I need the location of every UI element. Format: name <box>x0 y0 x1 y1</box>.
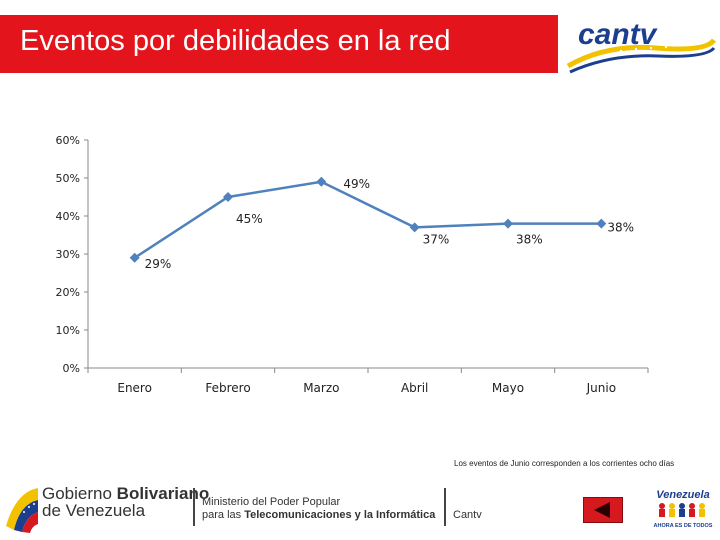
data-point <box>316 176 327 187</box>
y-tick-label: 10% <box>56 324 80 337</box>
y-tick-label: 40% <box>56 210 80 223</box>
ministry-text: Ministerio del Poder Popular para las Te… <box>202 496 435 522</box>
x-tick-label: Mayo <box>492 381 524 395</box>
government-logo-text: Gobierno Bolivariano de Venezuela <box>42 485 209 519</box>
data-label: 29% <box>145 257 172 271</box>
data-label: 45% <box>236 212 263 226</box>
ministry-line2-b: Telecomunicaciones y la Informática <box>244 509 436 521</box>
gov-line1-b: Bolivariano <box>116 484 210 503</box>
title-bar: Eventos por debilidades en la red <box>0 15 558 73</box>
data-point <box>596 218 607 229</box>
data-label: 38% <box>516 233 543 247</box>
line-chart: 0% 10% 20% 30% 40% 50% 60% Enero Febrero Marzo Abr… <box>0 120 720 410</box>
y-tick-label: 0% <box>63 362 80 375</box>
footer-separator <box>444 488 446 526</box>
gov-line1-a: Gobierno <box>42 484 117 503</box>
footer: Gobierno Bolivariano de Venezuela Minist… <box>0 478 720 540</box>
y-tick-label: 20% <box>56 286 80 299</box>
chart-svg: 0% 10% 20% 30% 40% 50% 60% Enero Febrero Marzo Abr… <box>56 134 649 395</box>
data-point <box>503 218 513 229</box>
data-point <box>409 222 420 233</box>
y-tick-label: 60% <box>56 134 80 147</box>
data-point <box>223 192 233 202</box>
ministry-line1: Ministerio del Poder Popular <box>202 496 341 508</box>
x-tick-label: Abril <box>401 381 428 395</box>
footnote: Los eventos de Junio corresponden a los … <box>454 459 675 468</box>
page-title: Eventos por debilidades en la red <box>20 25 451 57</box>
y-tick-label: 50% <box>56 172 80 185</box>
data-label: 37% <box>423 232 450 246</box>
x-tick-label: Febrero <box>205 381 250 395</box>
venezuela-tagline: AHORA ES DE TODOS <box>654 523 713 529</box>
ministry-line2-a: para las <box>202 509 245 521</box>
venezuela-flag-icon <box>6 488 38 533</box>
x-tick-label: Marzo <box>303 381 339 395</box>
footer-separator <box>193 488 195 526</box>
y-tick-label: 30% <box>56 248 80 261</box>
venezuela-title: Venezuela <box>656 489 709 501</box>
venezuela-logo: Venezuela AHORA ES DE TODOS <box>648 484 718 530</box>
cantv-footer-label: Cantv <box>453 509 482 521</box>
back-button[interactable] <box>583 497 623 523</box>
x-tick-label: Enero <box>117 381 152 395</box>
series-line <box>133 180 602 259</box>
data-label: 49% <box>343 177 370 191</box>
data-point <box>129 252 140 263</box>
back-arrow-icon <box>594 502 610 518</box>
gov-line2: de Venezuela <box>42 501 146 520</box>
people-icon <box>659 503 705 517</box>
x-tick-label: Junio <box>586 381 616 395</box>
data-label: 38% <box>607 221 634 235</box>
cantv-logo: cantv <box>566 14 717 76</box>
